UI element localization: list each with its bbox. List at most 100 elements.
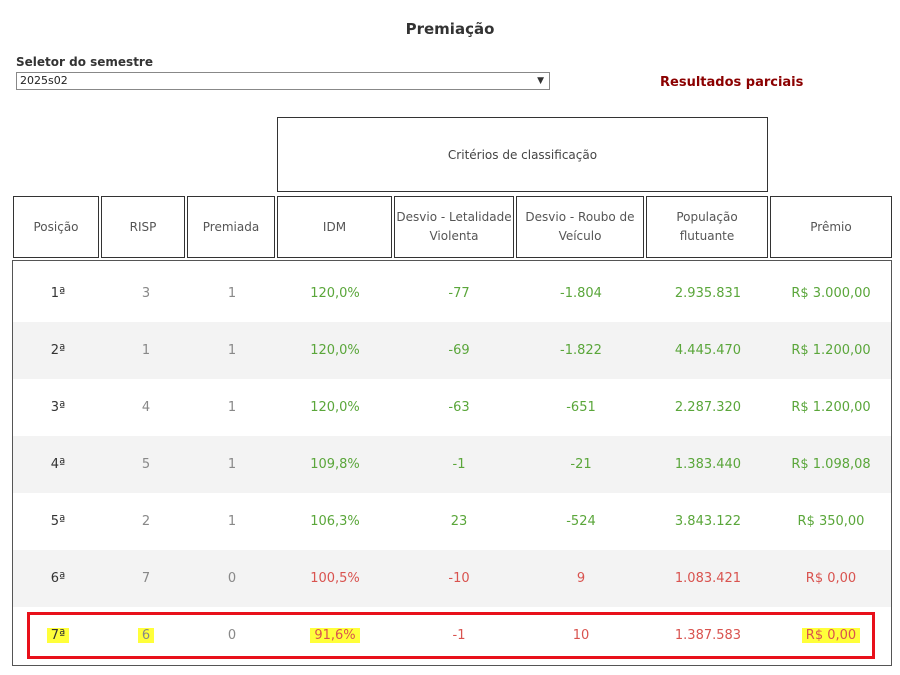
cell-idm-value: 106,3% [310,514,360,529]
cell-populacao-value: 3.843.122 [674,514,742,529]
cell-idm: 100,5% [275,550,395,607]
cell-letalidade: 23 [399,493,519,550]
cell-risp-value: 6 [137,628,155,643]
cell-posicao-value: 5ª [50,514,66,529]
cell-premio: R$ 1.098,08 [771,436,891,493]
cell-roubo: 9 [521,550,641,607]
cell-roubo: -651 [521,379,641,436]
cell-risp-value: 1 [141,343,151,358]
cell-posicao-value: 7ª [46,628,70,643]
cell-roubo: 10 [521,607,641,664]
cell-premio: R$ 0,00 [771,607,891,664]
cell-roubo: -524 [521,493,641,550]
cell-risp: 5 [86,436,206,493]
cell-premio-value: R$ 1.200,00 [791,400,871,415]
cell-idm: 120,0% [275,379,395,436]
cell-idm-value: 120,0% [310,400,360,415]
cell-roubo-value: 9 [576,571,586,586]
cell-premiada-value: 0 [227,571,237,586]
cell-risp-value: 7 [141,571,151,586]
cell-premiada-value: 1 [227,514,237,529]
cell-idm: 109,8% [275,436,395,493]
semester-selector-label: Seletor do semestre [16,55,153,69]
cell-posicao-value: 2ª [50,343,66,358]
cell-posicao: 6ª [0,550,118,607]
cell-letalidade-value: -1 [452,628,466,643]
cell-roubo-value: -21 [570,457,592,472]
cell-premiada: 1 [172,265,292,322]
cell-populacao: 1.387.583 [648,607,768,664]
cell-populacao-value: 1.383.440 [674,457,742,472]
semester-selector-value: 2025s02 [20,74,68,87]
cell-posicao-value: 1ª [50,286,66,301]
cell-roubo-value: 10 [572,628,590,643]
ranking-table: 1ª 3 1 120,0% -77 -1.804 2.935.831 R$ 3.000,00 2… [12,260,892,666]
cell-populacao-value: 4.445.470 [674,343,742,358]
cell-populacao-value: 2.287.320 [674,400,742,415]
cell-letalidade: -10 [399,550,519,607]
semester-selector-dropdown[interactable]: 2025s02 ▼ [16,72,550,90]
cell-letalidade-value: -63 [448,400,470,415]
column-header-premio: Prêmio [770,196,892,258]
cell-premio-value: R$ 350,00 [797,514,865,529]
cell-idm: 120,0% [275,322,395,379]
cell-premiada: 1 [172,436,292,493]
table-row: 1ª 3 1 120,0% -77 -1.804 2.935.831 R$ 3.000,00 [13,265,891,322]
cell-posicao: 5ª [0,493,118,550]
cell-premiada-value: 1 [227,343,237,358]
cell-letalidade-value: -77 [448,286,470,301]
cell-premiada-value: 1 [227,457,237,472]
cell-idm: 91,6% [275,607,395,664]
cell-posicao-value: 3ª [50,400,66,415]
cell-premiada: 1 [172,379,292,436]
cell-premiada-value: 0 [227,628,237,643]
cell-posicao-value: 4ª [50,457,66,472]
cell-letalidade: -1 [399,436,519,493]
cell-premio: R$ 350,00 [771,493,891,550]
criteria-header: Critérios de classificação [277,117,768,192]
cell-premiada: 0 [172,550,292,607]
column-header-risp: RISP [101,196,185,258]
cell-premio-value: R$ 0,00 [801,628,861,643]
cell-premiada: 1 [172,322,292,379]
cell-risp: 1 [86,322,206,379]
cell-premiada-value: 1 [227,400,237,415]
cell-idm: 120,0% [275,265,395,322]
cell-posicao: 4ª [0,436,118,493]
cell-roubo-value: -1.822 [560,343,602,358]
cell-risp: 7 [86,550,206,607]
table-row: 2ª 1 1 120,0% -69 -1.822 4.445.470 R$ 1.200,00 [13,322,891,379]
cell-risp-value: 2 [141,514,151,529]
cell-premio: R$ 0,00 [771,550,891,607]
table-row: 5ª 2 1 106,3% 23 -524 3.843.122 R$ 350,00 [13,493,891,550]
cell-populacao: 1.383.440 [648,436,768,493]
cell-premio: R$ 1.200,00 [771,322,891,379]
cell-posicao: 7ª [0,607,118,664]
cell-risp-value: 5 [141,457,151,472]
cell-idm-value: 120,0% [310,343,360,358]
cell-populacao: 2.287.320 [648,379,768,436]
cell-populacao: 3.843.122 [648,493,768,550]
cell-letalidade-value: -10 [448,571,470,586]
cell-letalidade: -63 [399,379,519,436]
cell-premio-value: R$ 0,00 [805,571,857,586]
cell-roubo-value: -651 [566,400,596,415]
cell-posicao: 3ª [0,379,118,436]
cell-risp: 3 [86,265,206,322]
cell-letalidade: -77 [399,265,519,322]
cell-risp: 2 [86,493,206,550]
cell-letalidade-value: 23 [450,514,468,529]
table-row: 3ª 4 1 120,0% -63 -651 2.287.320 R$ 1.200,00 [13,379,891,436]
cell-populacao-value: 1.083.421 [674,571,742,586]
cell-posicao: 2ª [0,322,118,379]
column-header-roubo: Desvio - Roubo de Veículo [516,196,644,258]
table-row: 7ª 6 0 91,6% -1 10 1.387.583 R$ 0,00 [13,607,891,664]
cell-premiada: 1 [172,493,292,550]
chevron-down-icon[interactable]: ▼ [537,76,544,86]
cell-roubo-value: -524 [566,514,596,529]
cell-populacao-value: 1.387.583 [674,628,742,643]
cell-posicao: 1ª [0,265,118,322]
cell-populacao: 4.445.470 [648,322,768,379]
page-title: Premiação [405,20,495,38]
cell-roubo: -1.822 [521,322,641,379]
